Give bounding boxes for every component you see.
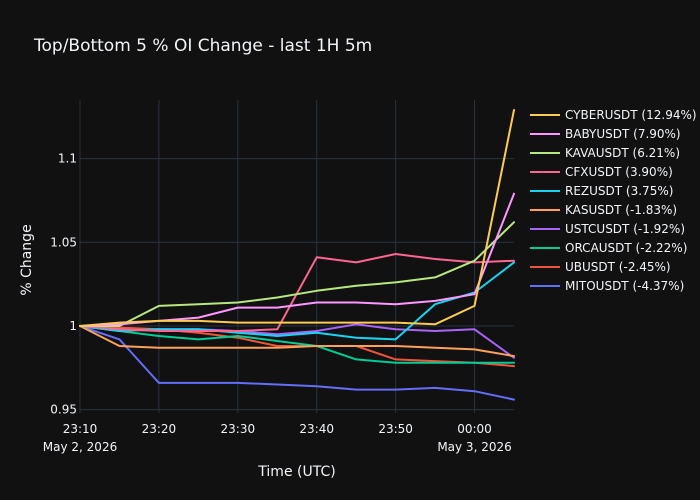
x-axis-ticks: 23:10 May 2, 2026 23:20 23:30 23:40 23:50 00:0…	[43, 422, 512, 454]
y-tick-label: 1	[69, 319, 77, 333]
legend-label: KAVAUSDT (6.21%)	[565, 146, 680, 160]
legend-label: CYBERUSDT (12.94%)	[565, 108, 697, 122]
y-tick-label: 0.95	[50, 403, 77, 417]
y-axis-title: % Change	[19, 224, 35, 295]
x-tick-label: 23:50	[378, 422, 413, 436]
legend-label: CFXUSDT (3.90%)	[565, 165, 673, 179]
legend-item: KAVAUSDT (6.21%)	[530, 146, 680, 160]
legend-label: UBUSDT (-2.45%)	[565, 260, 671, 274]
legend-item: MITOUSDT (-4.37%)	[530, 279, 684, 293]
series-line	[79, 325, 515, 401]
series-line	[79, 325, 515, 364]
series-lines	[79, 109, 515, 401]
legend-item: ORCAUSDT (-2.22%)	[530, 241, 687, 255]
y-tick-label: 1.1	[58, 152, 77, 166]
x-tick-label: 23:10	[63, 422, 98, 436]
series-line	[79, 109, 515, 327]
x-tick-label: 23:20	[142, 422, 177, 436]
legend-item: REZUSDT (3.75%)	[530, 184, 673, 198]
legend-item: BABYUSDT (7.90%)	[530, 127, 681, 141]
grid	[79, 100, 514, 413]
legend-label: REZUSDT (3.75%)	[565, 184, 673, 198]
series-line	[79, 325, 515, 358]
x-tick-label: 23:40	[299, 422, 334, 436]
legend-item: CFXUSDT (3.90%)	[530, 165, 673, 179]
legend-item: KASUSDT (-1.83%)	[530, 203, 677, 217]
x-tick-date-label: May 3, 2026	[437, 440, 511, 454]
series-line	[79, 221, 515, 327]
x-tick-date-label: May 2, 2026	[43, 440, 117, 454]
series-line	[79, 261, 515, 341]
legend-label: USTCUSDT (-1.92%)	[565, 222, 685, 236]
chart-title: Top/Bottom 5 % OI Change - last 1H 5m	[33, 36, 372, 56]
x-axis-title: Time (UTC)	[257, 464, 335, 480]
x-tick-label: 00:00	[457, 422, 492, 436]
legend: CYBERUSDT (12.94%) BABYUSDT (7.90%) KAVAUS…	[530, 108, 697, 293]
legend-label: ORCAUSDT (-2.22%)	[565, 241, 687, 255]
legend-label: KASUSDT (-1.83%)	[565, 203, 677, 217]
y-axis-ticks: 0.95 1 1.05 1.1	[50, 152, 77, 417]
legend-item: USTCUSDT (-1.92%)	[530, 222, 685, 236]
legend-item: CYBERUSDT (12.94%)	[530, 108, 697, 122]
legend-label: BABYUSDT (7.90%)	[565, 127, 681, 141]
legend-label: MITOUSDT (-4.37%)	[565, 279, 684, 293]
y-tick-label: 1.05	[50, 235, 77, 249]
x-tick-label: 23:30	[221, 422, 256, 436]
legend-item: UBUSDT (-2.45%)	[530, 260, 671, 274]
